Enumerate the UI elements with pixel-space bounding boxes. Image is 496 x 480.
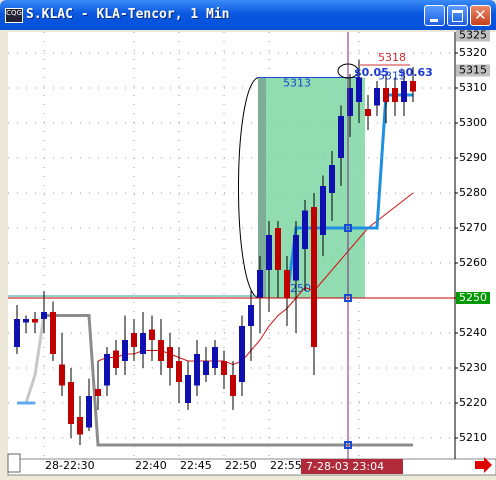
candle-body bbox=[356, 77, 362, 102]
candle-body bbox=[77, 417, 83, 435]
candle-body bbox=[302, 210, 308, 249]
candle-body bbox=[329, 165, 335, 193]
price-change-label: $0.05 bbox=[354, 66, 389, 79]
x-tick-label: 22:50 bbox=[225, 459, 257, 472]
candle-body bbox=[266, 235, 272, 270]
candle-body bbox=[383, 88, 389, 102]
cursor-time-label: 7-28-03 23:04 bbox=[306, 460, 384, 473]
price-change-label: $0.63 bbox=[398, 66, 433, 79]
y-tick-label: 5240 bbox=[459, 326, 487, 339]
candle-body bbox=[32, 319, 38, 323]
x-tick-label: 22:55 bbox=[270, 459, 302, 472]
cursor-node bbox=[344, 294, 352, 302]
minimize-button[interactable] bbox=[424, 5, 445, 26]
candle-body bbox=[203, 361, 209, 375]
y-tick-label: 5290 bbox=[459, 151, 487, 164]
chart: 5210 5220 5230 5240 5250 5260 5270 5280 5290 5300… bbox=[7, 30, 496, 476]
candle-body bbox=[365, 109, 371, 116]
candle-body bbox=[86, 396, 92, 428]
x-tick-label: 22:45 bbox=[180, 459, 212, 472]
candle-body bbox=[140, 333, 146, 354]
maximize-button[interactable] bbox=[447, 5, 468, 26]
box-shadow bbox=[258, 77, 266, 298]
candle-body bbox=[185, 375, 191, 403]
scroll-right-arrow[interactable] bbox=[475, 457, 492, 473]
price-ellipse bbox=[337, 63, 359, 79]
candle-body bbox=[374, 88, 380, 106]
candle-body bbox=[68, 382, 74, 424]
candle-body bbox=[320, 186, 326, 235]
candle-body bbox=[59, 364, 65, 386]
candle-body bbox=[230, 375, 236, 396]
price-axis bbox=[455, 32, 496, 459]
candle-body bbox=[410, 81, 416, 92]
app-icon[interactable]: CQG bbox=[5, 8, 23, 23]
candle-body bbox=[122, 340, 128, 361]
candle-body bbox=[95, 389, 101, 396]
y-tick-label: 5210 bbox=[459, 431, 487, 444]
axis-marker-bg bbox=[456, 30, 490, 42]
candle-body bbox=[14, 319, 20, 347]
indicator-line bbox=[97, 192, 414, 366]
box-bracket bbox=[238, 77, 259, 299]
y-tick-label: 5260 bbox=[459, 256, 487, 269]
axis-marker-bg bbox=[456, 64, 490, 77]
candle-body bbox=[149, 329, 155, 340]
candle-body bbox=[212, 347, 218, 368]
candle-body bbox=[221, 361, 227, 375]
candle-body bbox=[41, 312, 47, 319]
x-tick-label: 28-22:30 bbox=[45, 459, 95, 472]
candle-body bbox=[275, 228, 281, 270]
y-tick-label: 5300 bbox=[459, 116, 487, 129]
y-tick-label: 5280 bbox=[459, 186, 487, 199]
x-tick-label: 22:40 bbox=[135, 459, 167, 472]
candle-body bbox=[113, 350, 119, 368]
candle-body bbox=[257, 270, 263, 298]
candle-body bbox=[176, 361, 182, 382]
scroll-box[interactable] bbox=[7, 453, 21, 473]
y-tick-label: 5270 bbox=[459, 221, 487, 234]
candle-body bbox=[158, 340, 164, 361]
candle-body bbox=[104, 354, 110, 386]
axis-marker-label: 5325 bbox=[459, 30, 487, 42]
candle-body bbox=[347, 88, 353, 116]
candle-body bbox=[167, 347, 173, 368]
candle-body bbox=[293, 235, 299, 281]
y-tick-label: 5320 bbox=[459, 46, 487, 59]
candle-body bbox=[194, 354, 200, 386]
y-tick-label: 5310 bbox=[459, 81, 487, 94]
candle-body bbox=[131, 333, 137, 347]
close-button[interactable]: ✕ bbox=[470, 5, 491, 26]
candle-body bbox=[23, 319, 29, 323]
box-top-label: 5313 bbox=[283, 77, 311, 90]
high-level-label: 5318 bbox=[378, 51, 406, 64]
candle-body bbox=[338, 116, 344, 158]
axis-marker-bg bbox=[456, 292, 490, 304]
y-tick-label: 5220 bbox=[459, 396, 487, 409]
candle-body bbox=[392, 88, 398, 102]
cursor-node bbox=[344, 224, 352, 232]
box-top-label-right: 5313 bbox=[378, 70, 406, 83]
window-title: S.KLAC - KLA-Tencor, 1 Min bbox=[26, 7, 230, 22]
candle-body bbox=[248, 305, 254, 326]
axis-marker-label: 5250 bbox=[459, 291, 487, 304]
axis-marker-label: 5315 bbox=[459, 64, 487, 77]
cursor-node bbox=[344, 441, 352, 449]
candle-body bbox=[239, 326, 245, 382]
candle-body bbox=[311, 207, 317, 347]
cursor-time-bg bbox=[301, 459, 403, 474]
candle-body bbox=[50, 312, 56, 354]
y-tick-label: 5230 bbox=[459, 361, 487, 374]
title-bar: CQG S.KLAC - KLA-Tencor, 1 Min ✕ bbox=[0, 0, 496, 30]
candle-body bbox=[401, 81, 407, 102]
candle-body bbox=[284, 270, 290, 298]
